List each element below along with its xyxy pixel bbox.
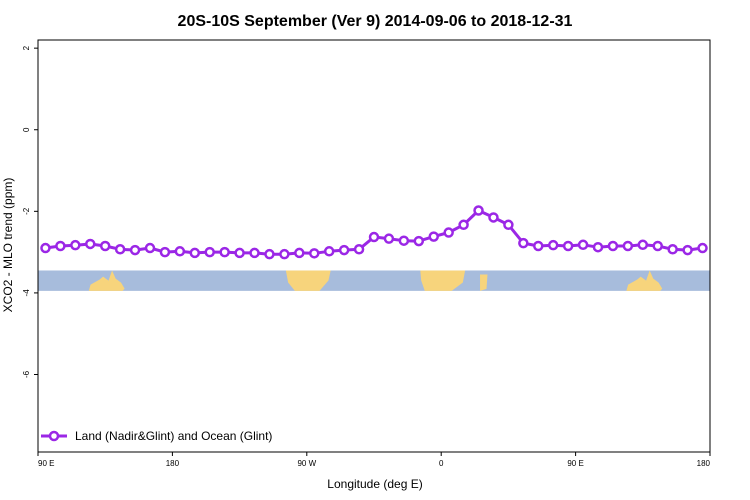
ocean-band xyxy=(38,270,710,291)
data-point xyxy=(279,248,290,260)
data-point xyxy=(159,246,171,258)
land-madagascar-3 xyxy=(480,274,488,291)
data-point xyxy=(682,244,693,256)
data-point xyxy=(518,237,529,249)
data-point xyxy=(353,244,365,255)
land-australia-0 xyxy=(88,270,125,291)
y-tick-label: -4 xyxy=(22,289,31,297)
data-point xyxy=(547,239,559,251)
x-axis-label: Longitude (deg E) xyxy=(327,477,422,491)
data-point xyxy=(40,242,51,254)
data-point xyxy=(667,244,678,255)
data-point xyxy=(398,235,410,246)
legend-marker xyxy=(48,430,60,442)
data-point xyxy=(368,231,380,243)
data-point xyxy=(85,238,96,250)
land-south-america-1 xyxy=(285,270,331,291)
data-point xyxy=(264,248,275,260)
series-layer xyxy=(40,205,708,260)
land-africa-2 xyxy=(420,270,466,291)
data-point xyxy=(129,244,141,256)
data-point xyxy=(114,244,126,255)
data-point xyxy=(70,239,81,251)
y-tick-label: 0 xyxy=(22,127,31,132)
legend-label: Land (Nadir&Glint) and Ocean (Glint) xyxy=(75,429,272,443)
data-point xyxy=(637,239,649,251)
data-point xyxy=(488,212,499,223)
y-tick-label: -6 xyxy=(22,370,31,378)
y-tick-label: -2 xyxy=(22,207,31,215)
data-point xyxy=(55,240,66,252)
land-australia-4 xyxy=(626,270,663,291)
legend: Land (Nadir&Glint) and Ocean (Glint) xyxy=(41,429,272,443)
data-point xyxy=(338,244,350,256)
x-tick-label: 0 xyxy=(439,459,444,468)
data-point xyxy=(309,248,320,259)
data-point xyxy=(697,242,708,254)
data-point xyxy=(99,240,111,252)
data-point xyxy=(652,240,663,252)
data-point xyxy=(219,246,230,258)
axes: 2 0 -2 -4 -6 90 E 180 90 W 0 90 E 180 xyxy=(22,39,711,468)
data-point xyxy=(443,227,454,238)
data-point xyxy=(473,205,484,216)
data-point xyxy=(428,231,439,242)
data-point xyxy=(383,233,395,244)
x-tick-label: 180 xyxy=(166,459,180,468)
map-strip xyxy=(38,270,710,291)
y-tick-label: 2 xyxy=(22,45,31,50)
data-point xyxy=(592,241,604,253)
chart-title: 20S-10S September (Ver 9) 2014-09-06 to … xyxy=(178,13,573,30)
plot-frame xyxy=(37,39,711,453)
x-tick-label: 90 E xyxy=(567,459,583,468)
data-point xyxy=(294,247,305,259)
data-point xyxy=(144,242,156,254)
data-point xyxy=(413,235,425,247)
x-tick-label: 90 E xyxy=(38,459,54,468)
data-point xyxy=(204,246,215,258)
data-point xyxy=(562,240,574,252)
data-point xyxy=(607,240,619,252)
data-point xyxy=(503,219,514,231)
data-point xyxy=(323,246,335,257)
data-point xyxy=(533,240,544,252)
data-point xyxy=(249,247,260,259)
x-tick-label: 180 xyxy=(697,459,711,468)
data-point xyxy=(622,240,634,252)
x-tick-label: 90 W xyxy=(297,459,316,468)
data-point xyxy=(234,247,245,259)
data-point xyxy=(174,246,186,257)
data-point xyxy=(189,247,201,259)
y-axis-label: XCO2 - MLO trend (ppm) xyxy=(1,178,15,313)
data-point xyxy=(458,219,469,231)
data-point xyxy=(577,239,589,251)
